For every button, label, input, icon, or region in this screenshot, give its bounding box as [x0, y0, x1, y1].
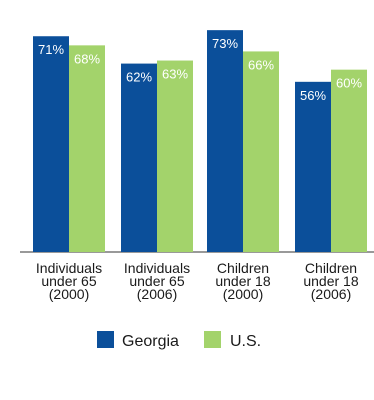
- bar-us-2: [157, 60, 193, 252]
- category-label: under 65: [41, 273, 96, 289]
- legend-label-georgia: Georgia: [122, 333, 179, 350]
- category-label: under 18: [303, 273, 358, 289]
- bar-value-label: 68%: [74, 51, 100, 66]
- category-label: Children: [217, 260, 269, 276]
- bar-georgia-1: [33, 36, 69, 252]
- category-label: (2006): [137, 286, 177, 302]
- bar-us-4: [331, 69, 367, 252]
- category-label: under 65: [129, 273, 184, 289]
- bar-value-label: 66%: [248, 57, 274, 72]
- legend: Georgia U.S.: [97, 331, 261, 350]
- bar-value-label: 56%: [300, 88, 326, 103]
- bars-group: [33, 30, 367, 253]
- bar-georgia-4: [295, 81, 331, 253]
- category-label: Children: [305, 260, 357, 276]
- bar-us-3: [243, 51, 279, 252]
- legend-swatch-us: [204, 331, 221, 348]
- category-label: (2006): [311, 286, 351, 302]
- bar-georgia-3: [207, 30, 243, 253]
- category-label: under 18: [215, 273, 270, 289]
- bar-value-label: 62%: [126, 70, 152, 85]
- bar-value-label: 63%: [162, 67, 188, 82]
- bar-georgia-2: [121, 63, 157, 253]
- category-label: Individuals: [36, 260, 102, 276]
- legend-swatch-georgia: [97, 331, 114, 348]
- bar-value-label: 71%: [38, 42, 64, 57]
- legend-label-us: U.S.: [230, 333, 261, 350]
- bar-labels-group: 71% 62% 73% 56% 68% 63% 66% 60%: [38, 36, 362, 103]
- category-label: (2000): [49, 286, 89, 302]
- category-label: (2000): [223, 286, 263, 302]
- bar-value-label: 60%: [336, 76, 362, 91]
- bar-value-label: 73%: [212, 36, 238, 51]
- category-label: Individuals: [124, 260, 190, 276]
- bar-us-1: [69, 45, 105, 253]
